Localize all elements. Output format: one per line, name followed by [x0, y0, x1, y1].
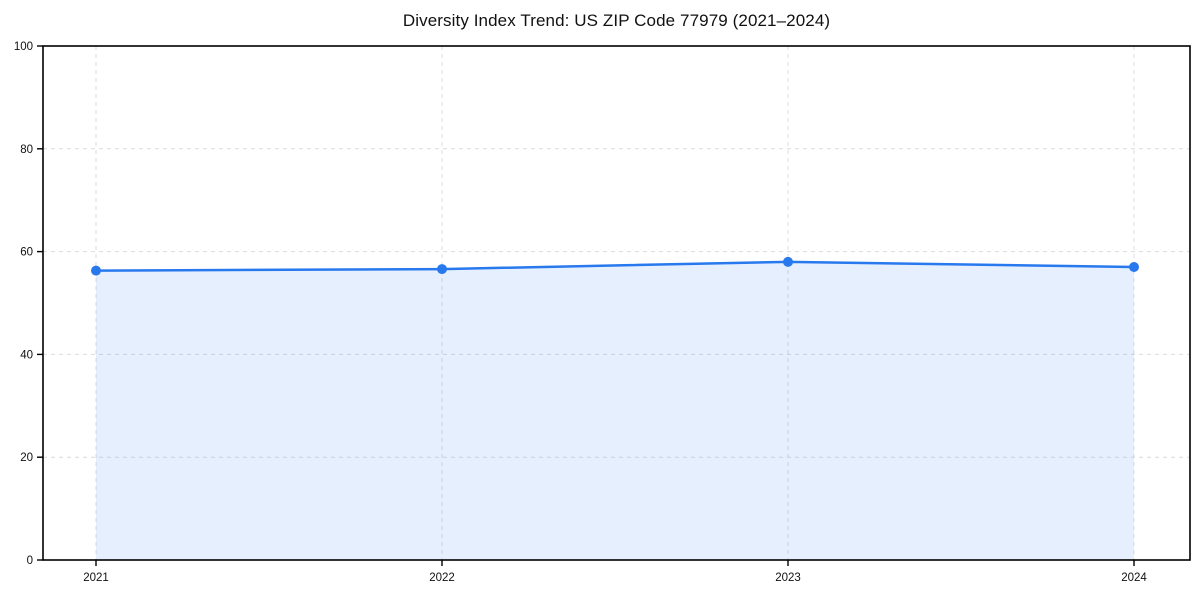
chart-title: Diversity Index Trend: US ZIP Code 77979…	[402, 11, 831, 30]
data-point-marker	[783, 256, 793, 267]
x-tick-label: 2022	[429, 572, 455, 584]
y-tick-label: 0	[27, 555, 33, 567]
y-tick-label: 80	[20, 144, 33, 156]
data-point-marker	[1129, 262, 1139, 273]
y-tick-label: 100	[14, 41, 33, 53]
x-tick-label: 2024	[1121, 572, 1147, 584]
area-fill	[96, 261, 1134, 560]
data-point-marker	[437, 264, 447, 275]
y-tick-label: 60	[20, 247, 33, 259]
y-tick-label: 40	[20, 349, 33, 361]
trend-line	[94, 260, 1136, 272]
x-tick-label: 2021	[83, 572, 109, 584]
y-tick-label: 20	[20, 452, 33, 464]
x-tick-label: 2023	[775, 572, 801, 584]
data-point-marker	[91, 265, 101, 276]
plot-spines	[42, 45, 1191, 561]
